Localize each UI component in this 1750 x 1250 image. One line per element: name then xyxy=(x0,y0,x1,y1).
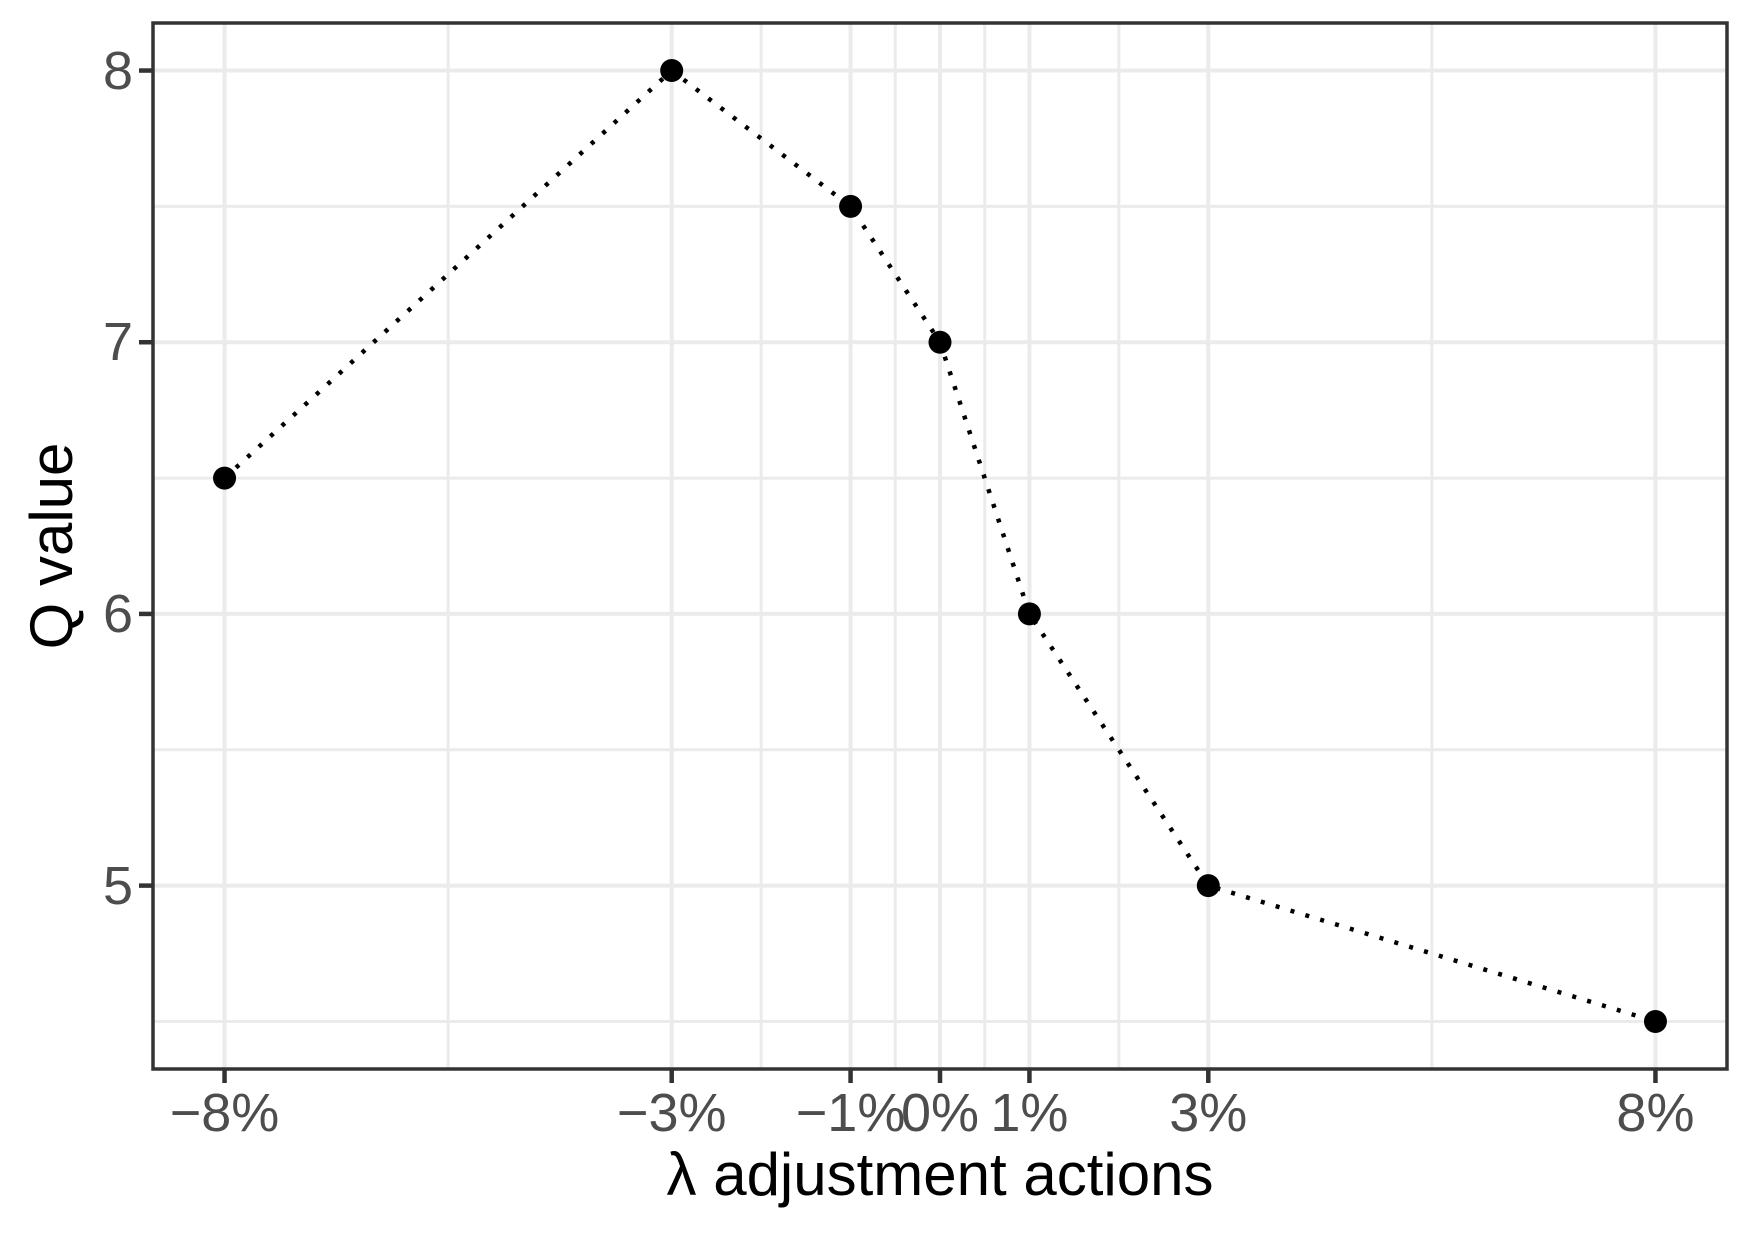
x-tick-label: −1% xyxy=(795,1083,906,1143)
x-tick-label: 0% xyxy=(900,1083,980,1143)
y-tick-label: 8 xyxy=(102,40,133,101)
data-point xyxy=(1196,874,1220,898)
y-tick-label: 5 xyxy=(102,855,133,916)
x-tick-label: −3% xyxy=(616,1083,727,1143)
x-tick-label: 3% xyxy=(1169,1083,1248,1143)
data-point xyxy=(660,59,684,83)
x-tick-label: 1% xyxy=(990,1083,1069,1143)
x-axis-title: λ adjustment actions xyxy=(666,1141,1214,1208)
y-tick-label: 6 xyxy=(102,583,133,644)
data-point xyxy=(1017,602,1041,626)
x-tick-label: −8% xyxy=(169,1083,280,1143)
x-tick-label: 8% xyxy=(1616,1083,1695,1143)
data-point xyxy=(839,194,863,218)
y-tick-label: 7 xyxy=(102,312,133,373)
data-point xyxy=(1643,1009,1667,1033)
y-axis-title: Q value xyxy=(18,442,85,650)
data-point xyxy=(928,330,952,354)
data-point xyxy=(213,466,237,490)
